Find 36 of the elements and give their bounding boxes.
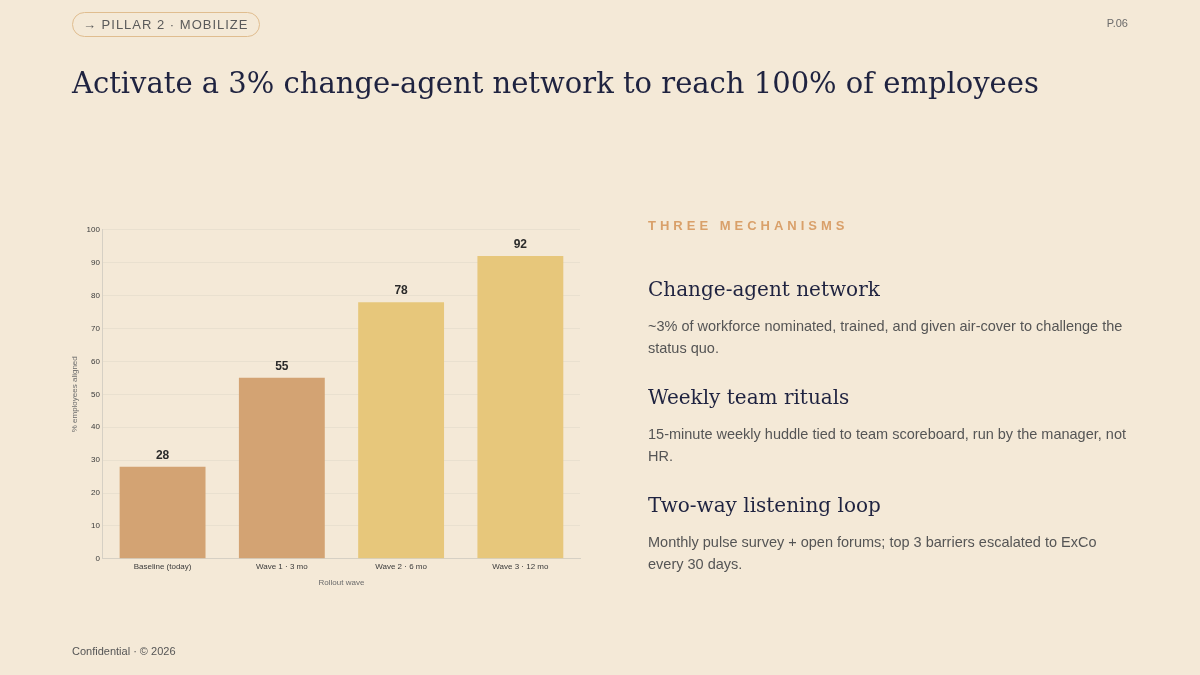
text: ~3% of workforce nominated, trained, and given air-cover to challenge the status quo. <box>648 317 1124 358</box>
text: Weekly team rituals <box>648 385 851 409</box>
x-tick-label: Wave 2 · 6 mo <box>375 561 428 571</box>
y-tick-label: 20 <box>91 488 101 498</box>
text: Two-way listening loop <box>648 493 882 517</box>
text: Confidential · © 2026 <box>72 645 176 657</box>
text: THREE MECHANISMS <box>648 218 850 233</box>
bar <box>358 302 445 559</box>
bar <box>238 377 325 559</box>
data-label: 78 <box>394 283 409 298</box>
y-tick-label: 50 <box>91 389 101 399</box>
y-tick-label: 70 <box>91 323 101 333</box>
data-label: 28 <box>155 447 170 462</box>
data-label: 55 <box>275 359 289 374</box>
bar <box>477 256 564 559</box>
y-tick-label: 0 <box>95 554 101 563</box>
bar <box>119 466 206 559</box>
y-tick-label: 80 <box>91 290 101 300</box>
x-axis-title: Rollout wave <box>318 578 365 588</box>
y-axis-title: % employees aligned <box>70 356 79 433</box>
chart-title: Activate a 3% change-agent network to reach 100% of employees <box>72 66 1039 100</box>
text: Monthly pulse survey + open forums; top 3 barriers escalated to ExCo every 30 days. <box>648 533 1098 574</box>
x-tick-label: Baseline (today) <box>133 561 192 571</box>
x-tick-label: Wave 1 · 3 mo <box>255 561 309 571</box>
x-tick-label: Wave 3 · 12 mo <box>492 561 549 571</box>
y-tick-label: 100 <box>86 225 101 234</box>
text: Change-agent network <box>648 277 881 301</box>
y-tick-label: 10 <box>91 521 101 531</box>
y-tick-label: 40 <box>91 422 101 432</box>
text: P.06 <box>1106 17 1128 29</box>
y-tick-label: 90 <box>91 257 101 267</box>
text: 15-minute weekly huddle tied to team scoreboard, run by the manager, not HR. <box>648 425 1127 466</box>
text: → PILLAR 2 · MOBILIZE <box>72 12 260 37</box>
data-label: 92 <box>513 237 528 252</box>
y-tick-label: 30 <box>91 455 101 465</box>
y-tick-label: 60 <box>91 356 101 366</box>
